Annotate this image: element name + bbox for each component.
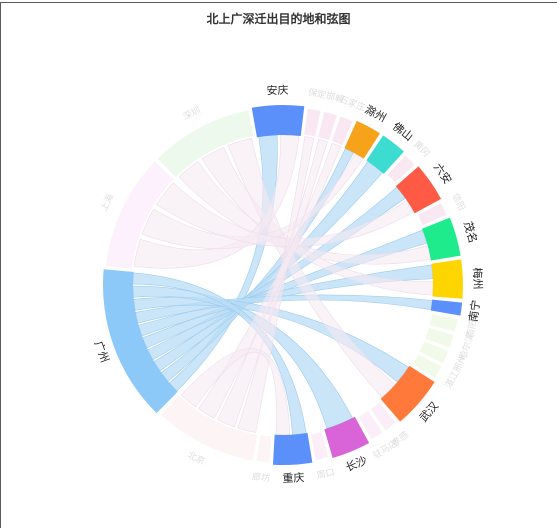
chord-links bbox=[132, 134, 434, 436]
chord-arc-周口 bbox=[310, 431, 329, 460]
chord-arc-黄冈 bbox=[387, 155, 415, 183]
chord-arc-武汉 bbox=[380, 365, 435, 422]
chord-link-广州-安庆 bbox=[168, 134, 278, 392]
chord-link-北京-石家庄 bbox=[197, 142, 342, 419]
chord-label-信阳: 信阳 bbox=[450, 191, 469, 212]
chord-arc-邢州 bbox=[419, 341, 449, 364]
chord-arcs bbox=[102, 104, 463, 465]
chord-label-周口: 周口 bbox=[316, 467, 336, 482]
chord-arc-滁州 bbox=[344, 120, 380, 159]
frame-left-border bbox=[0, 2, 1, 528]
chord-arc-茂名 bbox=[422, 217, 461, 261]
chord-label-安庆: 安庆 bbox=[266, 83, 288, 98]
chord-label-保定: 保定 bbox=[307, 86, 327, 101]
chord-arc-哈尔滨 bbox=[425, 327, 454, 348]
chord-label-黄冈: 黄冈 bbox=[411, 138, 432, 159]
chord-label-上海: 上海 bbox=[98, 192, 117, 213]
chord-link-北京-邯郸 bbox=[217, 138, 328, 428]
chord-arc-孝感 bbox=[370, 402, 396, 431]
chord-label-南宁: 南宁 bbox=[466, 299, 483, 323]
frame-top-border bbox=[0, 2, 557, 3]
chord-label-梅州: 梅州 bbox=[471, 267, 486, 289]
chord-label-武汉: 武汉 bbox=[417, 399, 441, 424]
chord-label-廊坊: 廊坊 bbox=[251, 470, 270, 484]
chord-arc-南宁 bbox=[430, 299, 463, 316]
chord-arc-北京 bbox=[160, 395, 258, 461]
chord-arc-梅州 bbox=[431, 259, 463, 299]
chord-link-北京-保定 bbox=[237, 136, 315, 433]
chord-arc-重庆 bbox=[272, 432, 313, 465]
chord-label-佛山: 佛山 bbox=[390, 120, 415, 144]
chord-label-滁州: 滁州 bbox=[363, 102, 389, 125]
chart-title: 北上广深迁出目的地和弦图 bbox=[206, 12, 351, 26]
chord-arc-安庆 bbox=[251, 104, 305, 138]
chord-arc-佛山 bbox=[366, 135, 404, 174]
chord-label-重庆: 重庆 bbox=[282, 470, 305, 485]
chord-arc-石家庄 bbox=[331, 116, 353, 146]
chord-arc-上海 bbox=[106, 161, 174, 269]
chord-arc-湛江 bbox=[412, 354, 442, 378]
chord-arc-南阳 bbox=[429, 314, 458, 332]
chord-arc-信阳 bbox=[417, 203, 447, 226]
chord-arc-广州 bbox=[102, 269, 178, 414]
chord-arc-驻马店 bbox=[358, 411, 383, 440]
chord-arc-深圳 bbox=[157, 110, 254, 178]
chord-label-深圳: 深圳 bbox=[181, 105, 202, 123]
chord-arc-长沙 bbox=[324, 416, 370, 459]
chord-link-北京-重庆 bbox=[180, 348, 291, 436]
chord-arc-廊坊 bbox=[256, 435, 272, 463]
chord-label-驻马店: 驻马店 bbox=[371, 437, 400, 461]
chord-label-北京: 北京 bbox=[186, 449, 207, 468]
chord-arc-邯郸 bbox=[318, 111, 337, 141]
chord-label-石家庄: 石家庄 bbox=[338, 93, 368, 114]
chord-label-广州: 广州 bbox=[92, 339, 112, 364]
chord-label-茂名: 茂名 bbox=[461, 220, 480, 245]
chord-label-六安: 六安 bbox=[431, 160, 455, 186]
chord-arc-六安 bbox=[395, 166, 442, 214]
chord-label-长沙: 长沙 bbox=[344, 454, 369, 474]
chord-arc-保定 bbox=[304, 108, 321, 137]
